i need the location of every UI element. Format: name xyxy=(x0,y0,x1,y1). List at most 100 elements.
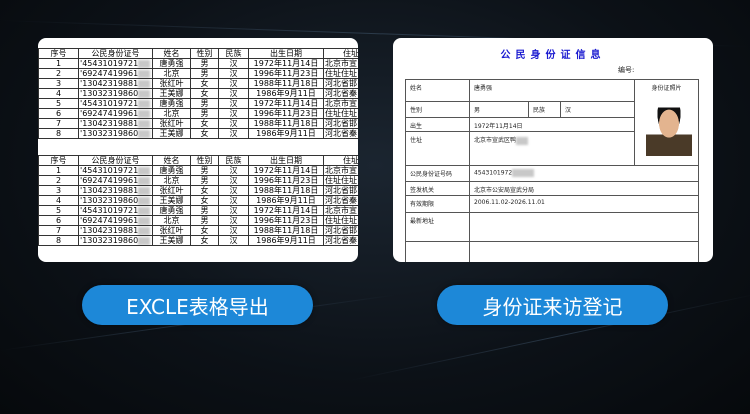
id-text: '13042319881 xyxy=(80,186,139,195)
table-cell: 汉 xyxy=(218,195,249,206)
table-cell: 女 xyxy=(190,185,219,196)
id-text: '13042319881 xyxy=(80,226,139,235)
gender-label: 性别 xyxy=(405,101,470,118)
table-cell: 河北省秦 xyxy=(323,128,358,139)
table-cell: 汉 xyxy=(218,98,249,109)
table-cell: 5 xyxy=(38,205,79,216)
table-cell: 女 xyxy=(190,128,219,139)
id-text: '13032319860 xyxy=(80,196,139,205)
number-label: 编号: xyxy=(618,66,635,74)
excel-export-button[interactable]: EXCLE表格导出 xyxy=(82,285,313,325)
table-cell: 6 xyxy=(38,215,79,226)
validity-value: 2006.11.02-2026.11.01 xyxy=(469,195,699,213)
id-text: '13032319860 xyxy=(80,129,139,138)
redacted-mask xyxy=(138,206,151,215)
id-text: '13032319860 xyxy=(80,89,139,98)
column-header: 出生日期 xyxy=(248,155,324,166)
table-cell: 男 xyxy=(190,68,219,79)
id-number-value: 4543101972 xyxy=(469,165,699,182)
table-row: 5'45431019721 唐勇强男汉 1972年11月14日 北京市宣 xyxy=(38,98,358,109)
table-row: 1'45431019721 唐勇强男汉 1972年11月14日 北京市宣 xyxy=(38,58,358,69)
redacted-mask xyxy=(138,99,151,108)
id-text: '69247419961 xyxy=(80,216,139,225)
blank-cell xyxy=(405,241,470,262)
table-row: 6'69247419961 北京男汉 1996年11月23日 住址住址 xyxy=(38,215,358,226)
column-header: 性别 xyxy=(190,48,219,59)
table-cell: 唐勇强 xyxy=(152,98,191,109)
table-row: 2'69247419961 北京男汉 1996年11月23日 住址住址 xyxy=(38,175,358,186)
table-cell: 河北省邯 xyxy=(323,185,358,196)
redacted-mask xyxy=(138,79,151,88)
table-row: 1'45431019721 唐勇强男汉 1972年11月14日 北京市宣 xyxy=(38,165,358,176)
id-number-text: 4543101972 xyxy=(474,169,513,177)
table-cell: 女 xyxy=(190,235,219,246)
redacted-mask xyxy=(138,176,151,185)
ethnicity-label: 民族 xyxy=(528,101,561,118)
table-cell: 男 xyxy=(190,165,219,176)
table-cell: 北京 xyxy=(152,215,191,226)
table-cell: '69247419961 xyxy=(78,68,153,79)
redacted-mask xyxy=(138,216,151,225)
table-cell: '13042319881 xyxy=(78,78,153,89)
table-cell: '69247419961 xyxy=(78,215,153,226)
latest-address-value xyxy=(469,212,699,242)
table-cell: 1996年11月23日 xyxy=(248,68,324,79)
table-cell: 汉 xyxy=(218,215,249,226)
excel-preview-card: 序号 公民身份证号 姓名 性别 民族 出生日期 住址 1'45431019721 唐勇强男汉 19… xyxy=(38,38,358,262)
table-cell: 1996年11月23日 xyxy=(248,175,324,186)
table-cell: 汉 xyxy=(218,205,249,216)
table-cell: 女 xyxy=(190,118,219,129)
table-cell: 河北省秦 xyxy=(323,195,358,206)
name-label: 姓名 xyxy=(405,79,470,102)
table-cell: 住址住址 xyxy=(323,215,358,226)
column-header: 住址 xyxy=(323,48,358,59)
table-cell: 汉 xyxy=(218,68,249,79)
table-cell: 1986年9月11日 xyxy=(248,235,324,246)
table-cell: 北京市宣 xyxy=(323,98,358,109)
table-cell: 7 xyxy=(38,225,79,236)
table-cell: 北京市宣 xyxy=(323,58,358,69)
table-row: 3'13042319881 张红叶女汉 1988年11月18日 河北省邯 xyxy=(38,78,358,89)
id-text: '69247419961 xyxy=(80,176,139,185)
table-cell: 北京市宣 xyxy=(323,205,358,216)
latest-address-label: 最新地址 xyxy=(405,212,470,242)
id-text: '45431019721 xyxy=(80,206,139,215)
redacted-mask xyxy=(138,69,151,78)
table-cell: 汉 xyxy=(218,78,249,89)
redacted-mask xyxy=(138,89,151,98)
table-row: 6'69247419961 北京男汉 1996年11月23日 住址住址 xyxy=(38,108,358,119)
table-cell: 女 xyxy=(190,195,219,206)
address-value: 北京市宣武区鸭 xyxy=(469,131,635,166)
id-text: '69247419961 xyxy=(80,109,139,118)
column-header: 序号 xyxy=(38,155,79,166)
table-cell: 住址住址 xyxy=(323,108,358,119)
table-cell: 5 xyxy=(38,98,79,109)
table-cell: 男 xyxy=(190,108,219,119)
name-value: 唐勇强 xyxy=(469,79,635,102)
id-text: '13042319881 xyxy=(80,119,139,128)
id-visit-register-button[interactable]: 身份证来访登记 xyxy=(437,285,668,325)
excel-table: 序号 公民身份证号 姓名 性别 民族 出生日期 住址 1'45431019721 唐勇强男汉 19… xyxy=(38,155,358,246)
id-text: '45431019721 xyxy=(80,99,139,108)
table-cell: 1 xyxy=(38,58,79,69)
redacted-mask xyxy=(138,109,151,118)
table-cell: 1988年11月18日 xyxy=(248,185,324,196)
table-cell: 2 xyxy=(38,175,79,186)
table-cell: 张红叶 xyxy=(152,185,191,196)
redacted-mask xyxy=(512,169,535,177)
table-cell: 汉 xyxy=(218,175,249,186)
table-row: 4'13032319860 王美娜女汉 1986年9月11日 河北省秦 xyxy=(38,88,358,99)
table-cell: '45431019721 xyxy=(78,98,153,109)
table-cell: 汉 xyxy=(218,88,249,99)
table-cell: 8 xyxy=(38,235,79,246)
table-cell: '13032319860 xyxy=(78,88,153,99)
table-cell: 汉 xyxy=(218,58,249,69)
table-cell: 汉 xyxy=(218,128,249,139)
table-row: 8'13032319860 王美娜女汉 1986年9月11日 河北省秦 xyxy=(38,128,358,139)
redacted-mask xyxy=(516,136,529,145)
table-cell: 7 xyxy=(38,118,79,129)
table-row: 7'13042319881 张红叶女汉 1988年11月18日 河北省邯 xyxy=(38,118,358,129)
redacted-mask xyxy=(138,119,151,128)
table-cell: 北京市宣 xyxy=(323,165,358,176)
table-cell: '13032319860 xyxy=(78,235,153,246)
